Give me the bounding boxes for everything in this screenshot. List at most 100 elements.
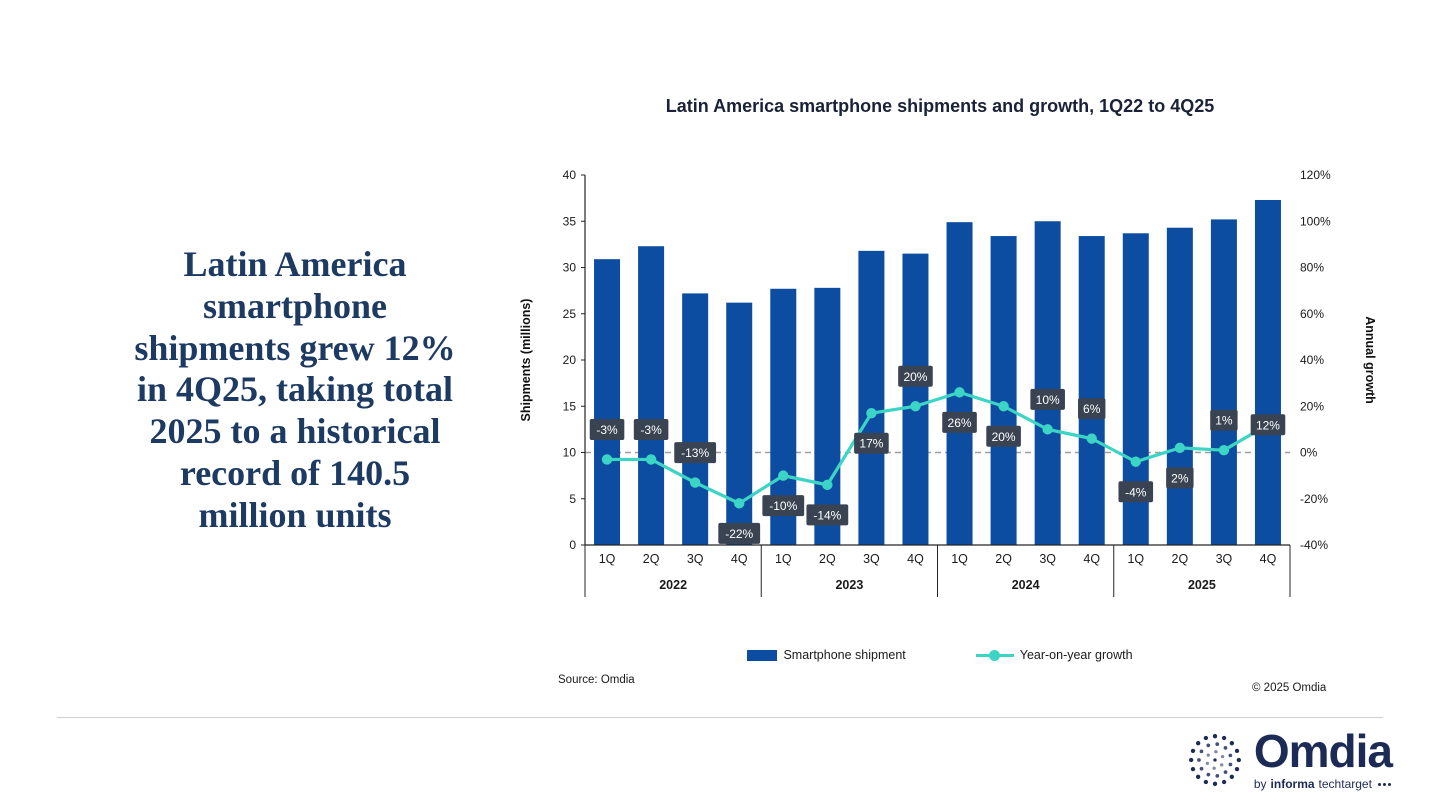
growth-label-box — [1118, 481, 1154, 503]
chart-title: Latin America smartphone shipments and g… — [665, 96, 1215, 116]
growth-label-box — [854, 432, 889, 454]
growth-label: -14% — [813, 508, 841, 522]
left-axis-tick-label: 30 — [563, 261, 577, 275]
growth-marker — [998, 401, 1009, 412]
quarter-label: 1Q — [599, 552, 616, 566]
left-axis-tick-label: 0 — [569, 538, 576, 552]
growth-label: -4% — [1125, 485, 1147, 499]
quarter-label: 1Q — [951, 552, 968, 566]
shipment-swatch-icon — [747, 649, 778, 661]
shipment-bar — [1166, 227, 1193, 545]
quarter-label: 2Q — [819, 552, 836, 566]
growth-label: 26% — [948, 416, 972, 430]
shipment-bar — [858, 250, 885, 545]
left-axis-tick-label: 5 — [569, 492, 576, 506]
right-axis-tick-label: 40% — [1300, 353, 1324, 367]
shipment-bar — [594, 259, 621, 545]
right-axis-tick-label: -40% — [1300, 538, 1328, 552]
growth-marker — [645, 454, 657, 465]
legend-item-growth: Year-on-year growth — [975, 648, 1133, 662]
growth-label: 10% — [1036, 393, 1060, 407]
year-label: 2025 — [1188, 578, 1216, 592]
left-axis-title: Shipments (millions) — [520, 299, 533, 422]
growth-label-box — [1030, 388, 1065, 410]
right-axis-tick-label: 20% — [1300, 399, 1324, 413]
quarter-label: 3Q — [687, 552, 704, 566]
shipment-bar — [682, 293, 709, 545]
growth-marker — [1042, 424, 1053, 435]
growth-marker — [734, 498, 745, 509]
growth-label: 12% — [1256, 418, 1280, 432]
divider-line — [57, 717, 1383, 718]
quarter-label: 4Q — [1083, 552, 1100, 566]
shipment-bar — [902, 253, 929, 545]
quarter-label: 3Q — [863, 552, 880, 566]
growth-label: -10% — [769, 499, 797, 513]
left-axis-tick-label: 35 — [563, 214, 577, 228]
dots-icon — [1377, 782, 1391, 786]
quarter-label: 4Q — [907, 552, 924, 566]
right-axis-tick-label: 0% — [1300, 446, 1318, 460]
growth-label-box — [1166, 467, 1194, 489]
growth-label-box — [718, 522, 761, 544]
growth-marker — [1130, 456, 1141, 467]
growth-marker — [1086, 433, 1097, 444]
growth-label: 17% — [859, 437, 883, 451]
growth-marker — [822, 479, 833, 491]
omdia-globe-icon — [1188, 733, 1241, 786]
quarter-label: 3Q — [1039, 552, 1056, 566]
growth-marker — [601, 454, 613, 465]
quarter-label: 4Q — [731, 552, 748, 566]
byline-suffix: techtarget — [1318, 777, 1372, 791]
shipment-bar — [1254, 199, 1281, 545]
shipment-bar — [1034, 221, 1061, 545]
growth-label-box — [806, 504, 849, 526]
shipment-bar — [814, 287, 841, 545]
right-axis-tick-label: 60% — [1300, 307, 1324, 321]
growth-marker — [689, 477, 701, 488]
legend-item-shipments: Smartphone shipment — [747, 648, 906, 662]
left-axis-tick-label: 40 — [563, 168, 577, 182]
shipment-bar — [946, 222, 973, 546]
left-axis-tick-label: 25 — [563, 307, 577, 321]
growth-label-box — [1250, 414, 1286, 436]
quarter-label: 3Q — [1216, 552, 1233, 566]
omdia-logo: Omdia by informa techtarget — [1186, 728, 1393, 791]
legend-label-shipments: Smartphone shipment — [783, 648, 906, 662]
shipment-bar — [1210, 219, 1237, 545]
growth-label-box — [589, 418, 625, 440]
growth-marker — [778, 470, 789, 481]
shipment-bar — [726, 302, 753, 545]
growth-label-box — [633, 418, 669, 440]
growth-label: 20% — [903, 370, 927, 384]
quarter-label: 4Q — [1260, 552, 1277, 566]
growth-label: -13% — [681, 446, 709, 460]
shipment-bar — [990, 236, 1017, 546]
growth-label: -3% — [640, 423, 662, 437]
growth-marker — [1218, 444, 1230, 456]
headline-text: Latin America smartphone shipments grew … — [134, 244, 456, 535]
growth-marker — [866, 407, 877, 419]
quarter-label: 1Q — [775, 552, 792, 566]
right-axis-tick-label: 120% — [1300, 168, 1331, 182]
growth-label-box — [942, 411, 977, 433]
shipment-bar — [638, 246, 665, 545]
year-label: 2023 — [835, 578, 863, 592]
byline-brand: informa — [1270, 777, 1315, 791]
logo-byline: by informa techtarget — [1254, 777, 1392, 791]
quarter-label: 1Q — [1127, 552, 1144, 566]
copyright-note: © 2025 Omdia — [1252, 682, 1327, 694]
left-axis-tick-label: 10 — [563, 446, 577, 460]
right-axis-title: Annual growth — [1363, 316, 1377, 404]
legend-label-growth: Year-on-year growth — [1019, 648, 1133, 662]
year-label: 2022 — [659, 578, 687, 592]
growth-marker — [954, 387, 965, 398]
growth-marker — [1174, 442, 1186, 454]
growth-label: -3% — [596, 423, 618, 437]
quarter-label: 2Q — [643, 552, 660, 566]
growth-line-swatch-icon — [975, 649, 1014, 661]
growth-label-box — [898, 365, 933, 387]
shipment-bar — [1078, 236, 1105, 546]
right-axis-tick-label: 100% — [1300, 214, 1331, 228]
